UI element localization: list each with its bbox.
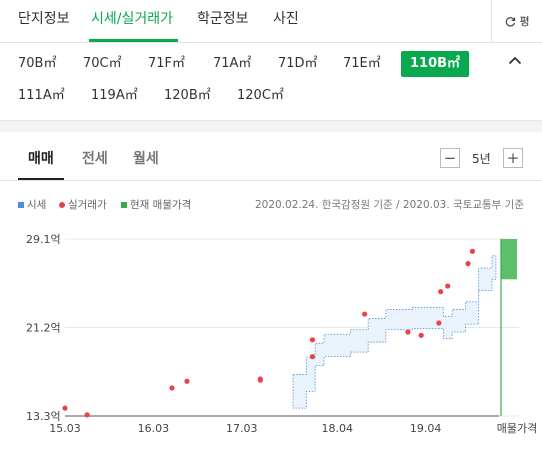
tab-price-trades[interactable]: 시세/실거래가: [91, 11, 173, 27]
tab-sale[interactable]: 매매: [28, 151, 54, 167]
x-tick-label: 18.04: [321, 422, 353, 435]
actual-trade-point: [84, 412, 90, 418]
listing-swatch: [121, 202, 127, 208]
tab-jeonse[interactable]: 전세: [82, 151, 108, 167]
legend-listing: 현재 매물가격: [121, 197, 191, 212]
source-note: 2020.02.24. 한국감정원 기준 / 2020.03. 국토교통부 기준: [254, 199, 524, 211]
price-tab-divider: [0, 180, 542, 181]
legend-market-label: 시세: [27, 199, 47, 211]
y-tick-label: 21.2억: [26, 322, 61, 335]
size-chip-selected[interactable]: 110B㎡: [401, 51, 470, 77]
tab-school-info[interactable]: 학군정보: [197, 11, 249, 27]
actual-trade-point: [309, 337, 316, 343]
period-increase-button[interactable]: +: [503, 148, 523, 168]
x-tick-label: 19.04: [410, 422, 442, 435]
actual-trade-point: [169, 385, 175, 391]
actual-trade-point: [405, 329, 411, 335]
actual-trade-point: [309, 354, 316, 360]
tab-monthly-rent[interactable]: 월세: [133, 151, 159, 167]
actual-trade-point: [362, 311, 368, 317]
active-tab-indicator: [89, 39, 178, 42]
size-chip[interactable]: 71F㎡: [148, 56, 186, 71]
size-chip[interactable]: 70B㎡: [18, 56, 57, 71]
listing-price-bar: [501, 239, 517, 280]
actual-swatch: [59, 202, 65, 208]
size-chip-list: 70B㎡ 70C㎡ 71F㎡ 71A㎡ 71D㎡ 71E㎡ 110B㎡ 111A…: [0, 43, 542, 120]
section-divider: [0, 120, 542, 132]
actual-trade-point: [436, 320, 442, 326]
legend-actual-label: 실거래가: [68, 199, 107, 211]
size-chip[interactable]: 70C㎡: [83, 56, 122, 71]
tab-complex-info[interactable]: 단지정보: [18, 11, 70, 27]
price-tab-indicator: [18, 178, 64, 180]
actual-trade-point: [438, 289, 444, 295]
size-chip[interactable]: 71D㎡: [278, 56, 318, 71]
size-chip[interactable]: 120B㎡: [164, 88, 211, 103]
actual-trade-point: [184, 378, 190, 384]
actual-trade-point: [469, 248, 476, 254]
actual-trade-point: [418, 332, 424, 338]
x-tick-label: 17.03: [226, 422, 258, 435]
size-chip[interactable]: 71A㎡: [213, 56, 252, 71]
y-tick-label: 29.1억: [26, 233, 61, 246]
actual-trade-point: [62, 405, 68, 411]
top-tab-bar: 단지정보 시세/실거래가 학군정보 사진 평: [0, 0, 542, 43]
x-tick-label: 매물가격: [497, 422, 537, 435]
tab-photos[interactable]: 사진: [273, 11, 299, 27]
market-price-band: [292, 255, 497, 409]
size-chip[interactable]: 120C㎡: [237, 88, 284, 103]
period-value: 5년: [472, 152, 491, 166]
size-chip[interactable]: 111A㎡: [18, 88, 65, 103]
actual-trade-point: [445, 283, 451, 289]
market-swatch: [18, 202, 24, 208]
x-tick-label: 15.03: [49, 422, 81, 435]
legend-listing-label: 현재 매물가격: [130, 199, 192, 211]
size-chip[interactable]: 119A㎡: [91, 88, 138, 103]
refresh-icon: [506, 16, 516, 27]
chevron-up-icon[interactable]: [508, 56, 522, 65]
period-decrease-button[interactable]: −: [440, 148, 460, 168]
actual-trade-point: [257, 376, 263, 382]
legend-actual: 실거래가: [59, 197, 107, 212]
area-unit-toggle-button[interactable]: 평: [491, 0, 542, 42]
size-chip[interactable]: 71E㎡: [343, 56, 381, 71]
y-tick-label: 13.3억: [26, 410, 61, 423]
legend-market: 시세: [18, 197, 46, 212]
area-unit-label: 평: [519, 15, 530, 28]
x-tick-label: 16.03: [138, 422, 170, 435]
actual-trade-point: [465, 261, 471, 267]
